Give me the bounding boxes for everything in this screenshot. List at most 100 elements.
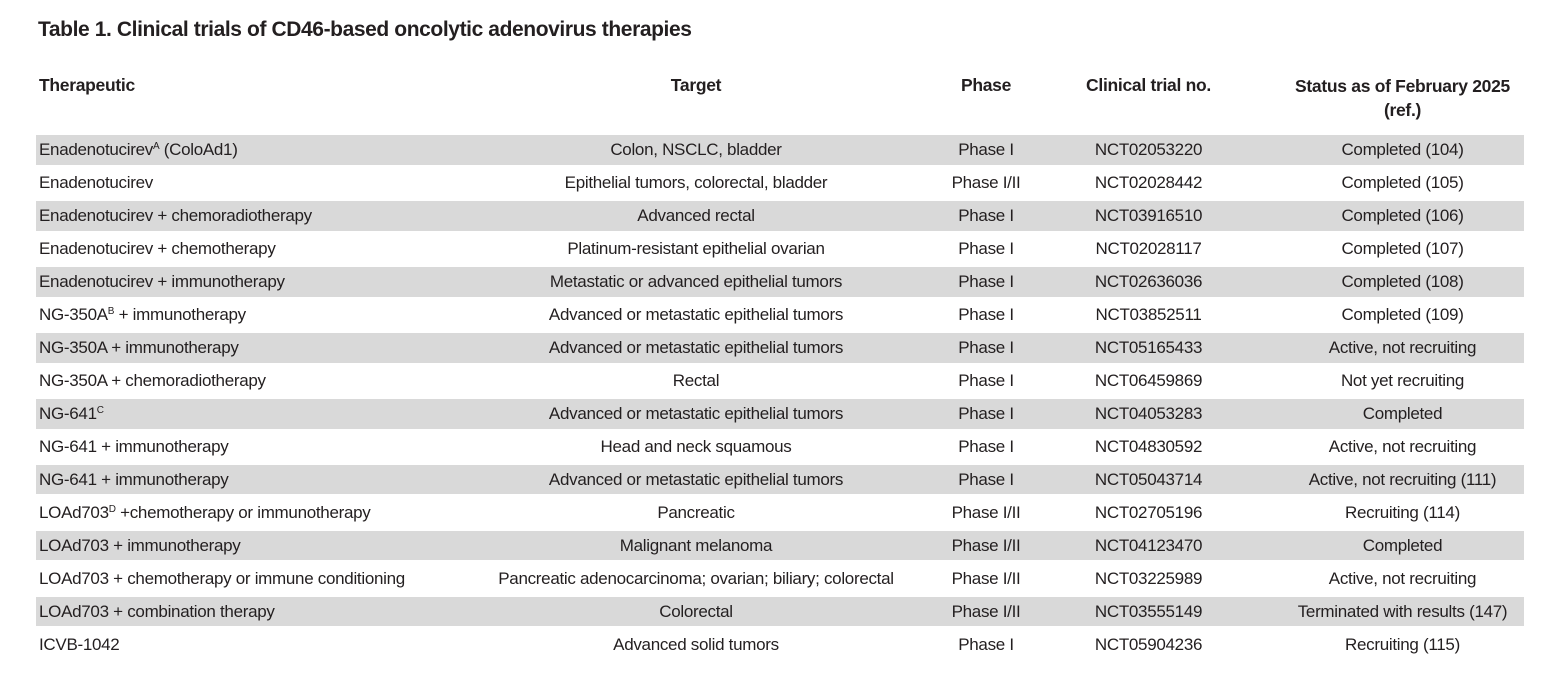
cell-status: Completed [1362, 535, 1443, 555]
cell-status: Active, not recruiting [1328, 436, 1477, 456]
table-row: NG-641 + immunotherapy Advanced or metas… [36, 465, 1524, 495]
cell-therapeutic: Enadenotucirev + chemotherapy [39, 238, 276, 258]
cell-status: Recruiting (115) [1345, 634, 1460, 654]
cell-phase: Phase I [958, 337, 1014, 357]
cell-status: Active, not recruiting [1328, 568, 1477, 588]
cell-trial-no: NCT03916510 [1094, 205, 1203, 225]
cell-target: Metastatic or advanced epithelial tumors [549, 271, 843, 291]
clinical-trials-table: Therapeutic Target Phase Clinical trial … [36, 75, 1524, 660]
table-row: NG-641C Advanced or metastatic epithelia… [36, 399, 1524, 429]
table-row: Enadenotucirev + chemotherapy Platinum-r… [36, 234, 1524, 264]
table-header-row: Therapeutic Target Phase Clinical trial … [36, 75, 1524, 122]
cell-status: Not yet recruiting [1340, 370, 1465, 390]
cell-phase: Phase I/II [951, 172, 1021, 192]
cell-status: Recruiting (114) [1345, 502, 1460, 522]
cell-target: Pancreatic [657, 502, 735, 522]
cell-phase: Phase I [958, 304, 1014, 324]
cell-therapeutic: EnadenotucirevA (ColoAd1) [39, 139, 238, 159]
cell-status: Completed [1362, 403, 1443, 423]
table-row: NG-641 + immunotherapy Head and neck squ… [36, 432, 1524, 462]
cell-trial-no: NCT05043714 [1094, 469, 1203, 489]
table-row: EnadenotucirevA (ColoAd1) Colon, NSCLC, … [36, 135, 1524, 165]
cell-phase: Phase I [958, 139, 1014, 159]
cell-trial-no: NCT02705196 [1094, 502, 1203, 522]
cell-target: Malignant melanoma [619, 535, 773, 555]
cell-trial-no: NCT02636036 [1094, 271, 1203, 291]
table-body: EnadenotucirevA (ColoAd1) Colon, NSCLC, … [36, 135, 1524, 660]
cell-therapeutic: NG-641C [39, 403, 104, 423]
cell-target: Advanced or metastatic epithelial tumors [548, 304, 844, 324]
cell-status: Completed (104) [1341, 139, 1464, 159]
cell-trial-no: NCT02028117 [1095, 238, 1202, 258]
cell-therapeutic: NG-641 + immunotherapy [39, 436, 229, 456]
cell-therapeutic: LOAd703 + chemotherapy or immune conditi… [39, 568, 405, 588]
cell-therapeutic: NG-350A + chemoradiotherapy [39, 370, 266, 390]
cell-status: Completed (106) [1341, 205, 1464, 225]
cell-phase: Phase I/II [951, 502, 1021, 522]
cell-phase: Phase I/II [951, 601, 1021, 621]
cell-target: Advanced or metastatic epithelial tumors [548, 469, 844, 489]
footnote-superscript: A [152, 140, 160, 152]
cell-phase: Phase I [958, 634, 1014, 654]
table-row: Enadenotucirev + chemoradiotherapy Advan… [36, 201, 1524, 231]
footnote-superscript: D [108, 503, 116, 515]
footnote-superscript: B [107, 305, 115, 317]
cell-trial-no: NCT04123470 [1094, 535, 1203, 555]
cell-phase: Phase I [958, 370, 1014, 390]
cell-status: Completed (109) [1341, 304, 1464, 324]
column-header-status: Status as of February 2025 (ref.) [1281, 75, 1524, 122]
cell-target: Platinum-resistant epithelial ovarian [567, 238, 825, 258]
cell-trial-no: NCT05165433 [1094, 337, 1203, 357]
cell-therapeutic: Enadenotucirev [39, 172, 153, 192]
table-row: LOAd703 + chemotherapy or immune conditi… [36, 564, 1524, 594]
cell-therapeutic: Enadenotucirev + chemoradiotherapy [39, 205, 312, 225]
table-row: Enadenotucirev Epithelial tumors, colore… [36, 168, 1524, 198]
cell-therapeutic: ICVB-1042 [39, 634, 120, 654]
cell-target: Colorectal [659, 601, 733, 621]
cell-status: Active, not recruiting [1328, 337, 1477, 357]
cell-trial-no: NCT05904236 [1094, 634, 1203, 654]
cell-target: Pancreatic adenocarcinoma; ovarian; bili… [498, 568, 894, 588]
footnote-superscript: C [96, 404, 104, 416]
cell-trial-no: NCT03555149 [1094, 601, 1203, 621]
table-title: Table 1. Clinical trials of CD46-based o… [38, 18, 692, 41]
cell-target: Colon, NSCLC, bladder [610, 139, 782, 159]
cell-phase: Phase I [958, 436, 1014, 456]
cell-trial-no: NCT03225989 [1094, 568, 1203, 588]
table-row: LOAd703 + immunotherapy Malignant melano… [36, 531, 1524, 561]
cell-therapeutic: LOAd703 + combination therapy [39, 601, 275, 621]
cell-target: Rectal [672, 370, 720, 390]
cell-target: Advanced solid tumors [613, 634, 779, 654]
column-header-status-text: Status as of February 2025 (ref.) [1295, 76, 1510, 120]
table-row: LOAd703D +chemotherapy or immunotherapy … [36, 498, 1524, 528]
cell-status: Completed (107) [1341, 238, 1464, 258]
table-row: NG-350A + immunotherapy Advanced or meta… [36, 333, 1524, 363]
column-header-target: Target [670, 75, 722, 95]
cell-target: Advanced or metastatic epithelial tumors [548, 337, 844, 357]
cell-target: Advanced rectal [637, 205, 755, 225]
cell-target: Advanced or metastatic epithelial tumors [548, 403, 844, 423]
table-row: LOAd703 + combination therapy Colorectal… [36, 597, 1524, 627]
cell-trial-no: NCT03852511 [1095, 304, 1202, 324]
cell-target: Epithelial tumors, colorectal, bladder [564, 172, 828, 192]
cell-therapeutic: Enadenotucirev + immunotherapy [39, 271, 285, 291]
table-row: ICVB-1042 Advanced solid tumors Phase I … [36, 630, 1524, 660]
cell-phase: Phase I [958, 238, 1014, 258]
cell-trial-no: NCT02028442 [1094, 172, 1203, 192]
cell-phase: Phase I [958, 271, 1014, 291]
cell-therapeutic: LOAd703 + immunotherapy [39, 535, 241, 555]
cell-therapeutic: LOAd703D +chemotherapy or immunotherapy [39, 502, 371, 522]
cell-trial-no: NCT02053220 [1094, 139, 1203, 159]
cell-trial-no: NCT04830592 [1094, 436, 1203, 456]
cell-phase: Phase I [958, 205, 1014, 225]
column-header-trial-no: Clinical trial no. [1086, 75, 1211, 95]
cell-status: Active, not recruiting (111) [1308, 469, 1497, 489]
table-row: NG-350AB + immunotherapy Advanced or met… [36, 300, 1524, 330]
cell-therapeutic: NG-350A + immunotherapy [39, 337, 239, 357]
column-header-therapeutic: Therapeutic [39, 75, 135, 95]
cell-status: Completed (108) [1341, 271, 1464, 291]
cell-phase: Phase I [958, 403, 1014, 423]
cell-therapeutic: NG-350AB + immunotherapy [39, 304, 246, 324]
cell-status: Completed (105) [1341, 172, 1464, 192]
cell-phase: Phase I/II [951, 535, 1021, 555]
